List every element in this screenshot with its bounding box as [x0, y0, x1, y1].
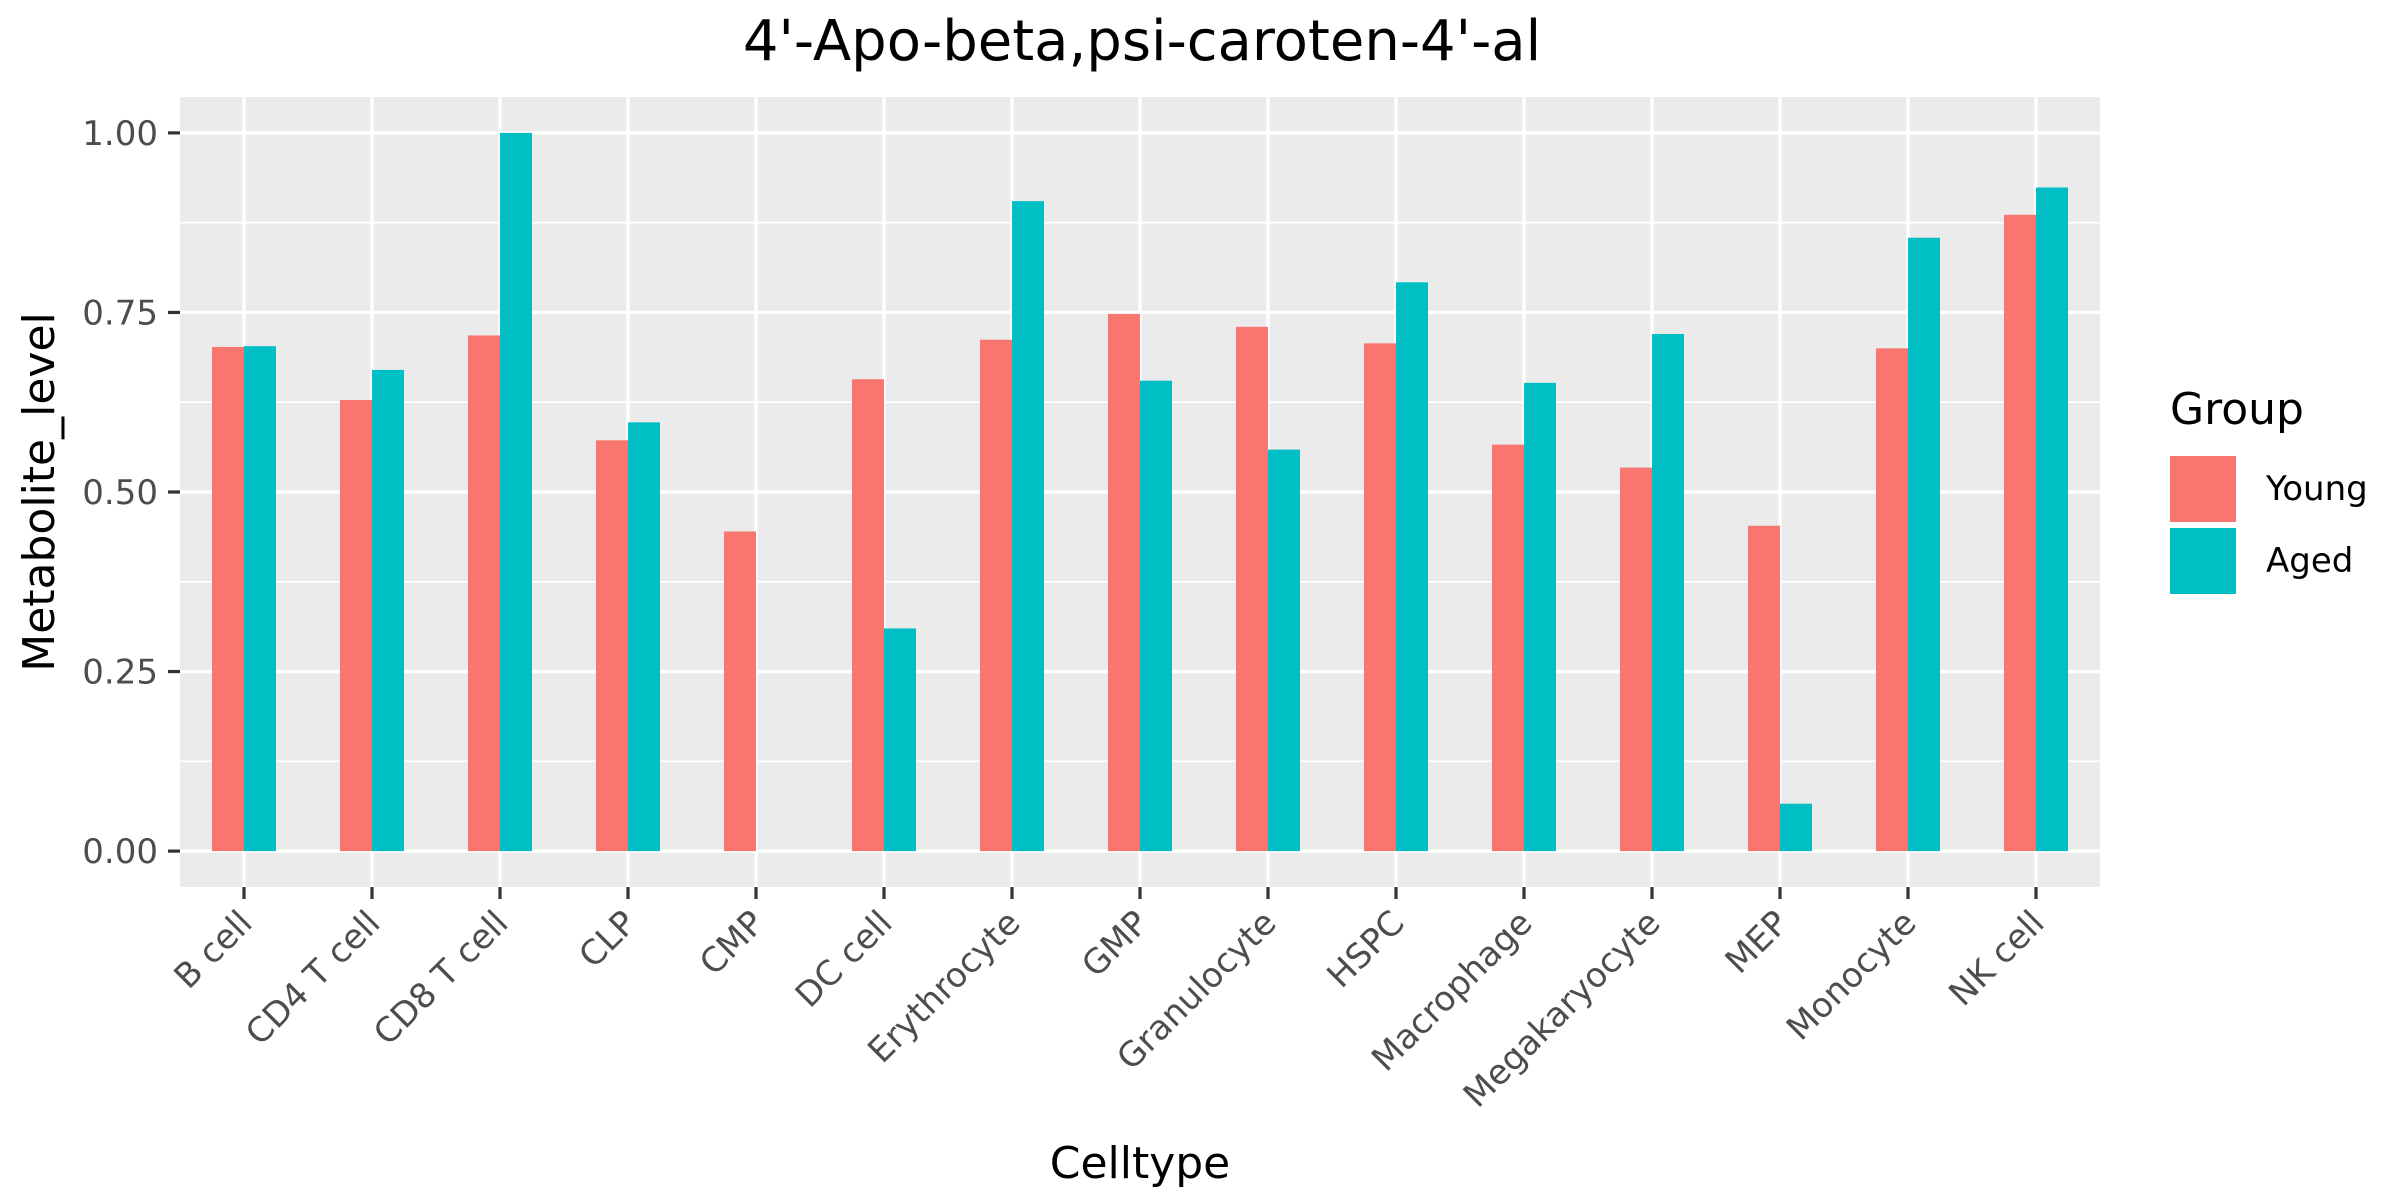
bar-young-clp: [596, 440, 628, 852]
x-tick-label: DC cell: [788, 903, 901, 1016]
x-tick-label: CD8 T cell: [366, 903, 516, 1053]
bars: [212, 132, 2068, 852]
bar-aged-granulocyte: [1268, 449, 1300, 852]
x-tick-label: HSPC: [1319, 903, 1412, 996]
bar-aged-macrophage: [1524, 382, 1556, 852]
legend-label-aged: Aged: [2266, 541, 2353, 581]
y-tick-label: 0.50: [82, 473, 158, 513]
y-tick-label: 1.00: [82, 114, 158, 154]
x-tick-label: MEP: [1718, 903, 1797, 982]
x-tick-label: CD4 T cell: [238, 903, 388, 1053]
bar-aged-clp: [628, 422, 660, 852]
y-tick-label: 0.25: [82, 653, 158, 693]
x-axis-title: Celltype: [1050, 1138, 1231, 1189]
x-tick-label: B cell: [167, 903, 261, 997]
legend: Group Young Aged: [2170, 384, 2368, 594]
x-tick-label: GMP: [1074, 903, 1156, 985]
y-tick-label: 0.75: [82, 293, 158, 333]
bar-young-cmp: [724, 531, 756, 852]
bar-aged-cd8-t-cell: [500, 132, 532, 852]
bar-young-granulocyte: [1236, 326, 1268, 852]
legend-title: Group: [2170, 384, 2304, 435]
bar-aged-erythrocyte: [1012, 201, 1044, 852]
chart-title: 4'-Apo-beta,psi-caroten-4'-al: [743, 9, 1541, 74]
x-tick-label: NK cell: [1941, 903, 2052, 1014]
bar-aged-mep: [1780, 803, 1812, 852]
bar-young-monocyte: [1876, 348, 1908, 852]
bar-young-b-cell: [212, 346, 244, 852]
bar-young-hspc: [1364, 343, 1396, 852]
y-axis-title: Metabolite_level: [14, 312, 65, 672]
bar-aged-hspc: [1396, 282, 1428, 852]
bar-young-dc-cell: [852, 379, 884, 852]
bar-aged-b-cell: [244, 346, 276, 852]
y-tick-label: 0.00: [82, 832, 158, 872]
legend-label-young: Young: [2265, 469, 2368, 509]
bar-aged-gmp: [1140, 380, 1172, 852]
x-tick-label: CLP: [571, 903, 644, 976]
bar-young-cd8-t-cell: [468, 335, 500, 852]
bar-aged-dc-cell: [884, 628, 916, 852]
bar-aged-megakaryocyte: [1652, 334, 1684, 852]
bar-young-cd4-t-cell: [340, 400, 372, 852]
bar-aged-nk-cell: [2036, 187, 2068, 852]
x-tick-label: CMP: [692, 903, 772, 983]
bar-young-macrophage: [1492, 444, 1524, 852]
bar-aged-cd4-t-cell: [372, 369, 404, 852]
bar-aged-monocyte: [1908, 237, 1940, 852]
x-tick-label: Monocyte: [1779, 903, 1924, 1048]
bar-young-megakaryocyte: [1620, 467, 1652, 852]
bar-young-nk-cell: [2004, 214, 2036, 852]
legend-swatch-young: [2170, 456, 2236, 522]
bar-young-gmp: [1108, 313, 1140, 852]
bar-young-mep: [1748, 525, 1780, 852]
bar-young-erythrocyte: [980, 339, 1012, 852]
legend-swatch-aged: [2170, 528, 2236, 594]
